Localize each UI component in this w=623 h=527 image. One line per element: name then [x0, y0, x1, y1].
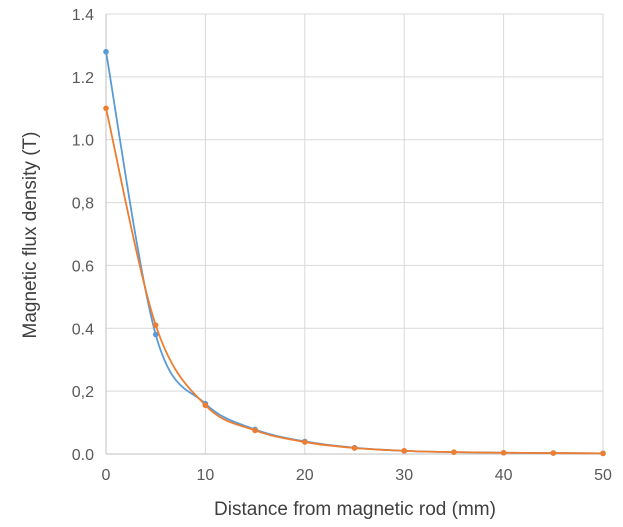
x-tick-label: 10	[197, 467, 215, 484]
series-1-point	[152, 331, 159, 338]
y-tick-label: 0.6	[72, 258, 94, 275]
y-tick-label: 1.4	[72, 7, 94, 24]
series-2-point	[550, 450, 557, 456]
y-tick-label: 0,2	[72, 384, 94, 401]
y-tick-label: 0,8	[72, 196, 94, 213]
series-2-point	[302, 439, 308, 445]
series-2-point	[252, 427, 258, 434]
axes	[105, 14, 603, 455]
y-tick-label: 1.0	[72, 133, 94, 150]
plot-area	[103, 48, 606, 457]
series-line-2	[105, 108, 604, 455]
series-2-point	[202, 402, 209, 409]
y-tick-label: 0.0	[72, 447, 94, 464]
y-tick-label: 0.4	[72, 321, 94, 338]
x-axis-title: Distance from magnetic rod (mm)	[214, 499, 496, 520]
series-2-point	[351, 445, 358, 451]
series-2-point	[401, 448, 408, 454]
series-2-point	[152, 322, 159, 328]
series-1-point	[103, 48, 109, 55]
series-2-point	[451, 449, 457, 455]
x-tick-label: 40	[495, 467, 513, 484]
series-line-1	[105, 51, 604, 455]
series-2-point	[500, 449, 507, 456]
y-axis-title: Magnetic flux density (T)	[20, 132, 41, 339]
tick-labels: 0.0 0,2 0.4 0.6 0,8 1.0 1.2 1.4 0 10 20 30 40 50	[72, 7, 612, 484]
x-tick-label: 0	[102, 467, 111, 484]
x-tick-label: 30	[395, 467, 413, 484]
series-2-point	[600, 450, 606, 457]
series-2-point	[103, 105, 109, 112]
x-tick-label: 20	[296, 467, 314, 484]
grid	[106, 13, 604, 454]
y-tick-label: 1.2	[72, 70, 94, 87]
x-tick-label: 50	[594, 467, 612, 484]
